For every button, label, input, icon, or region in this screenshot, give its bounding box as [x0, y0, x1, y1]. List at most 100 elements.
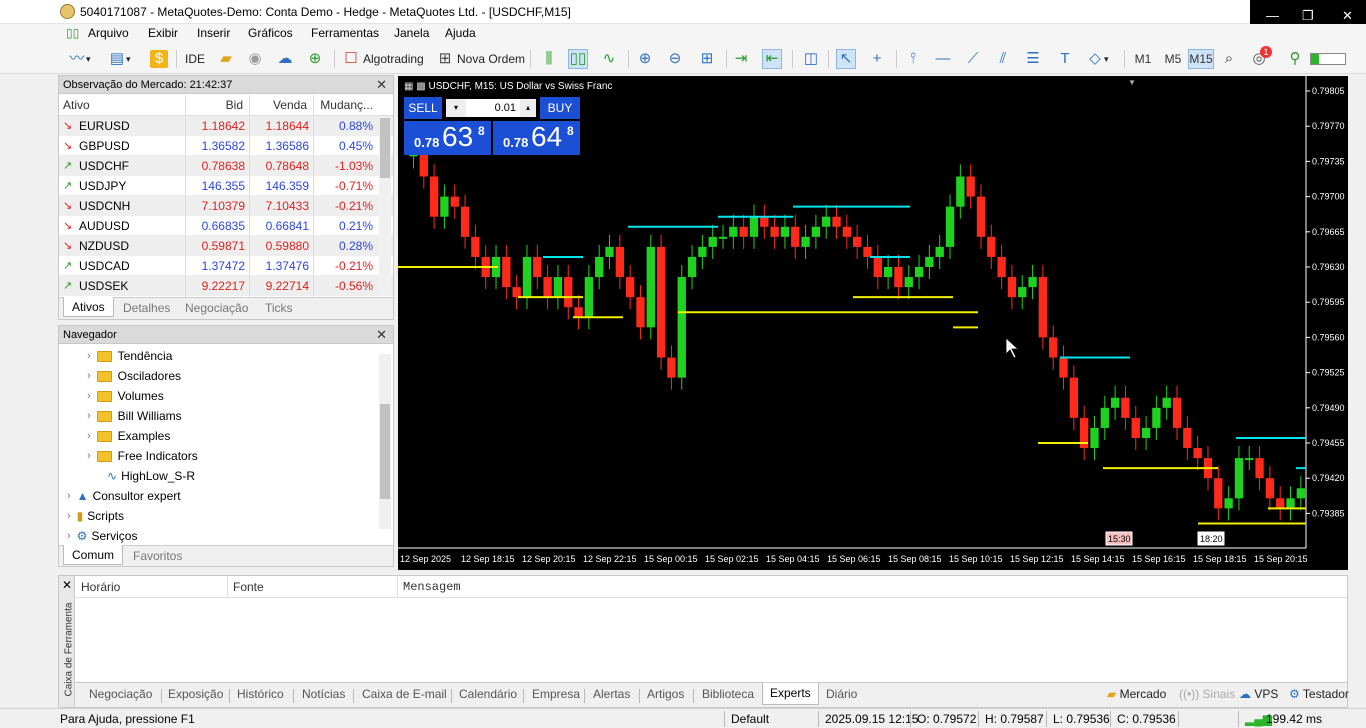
market-row[interactable]: ↗ USDCHF 0.78638 0.78648 -1.03%	[59, 156, 393, 176]
zoom-in-button[interactable]: ⊕	[636, 49, 654, 69]
sell-button[interactable]: SELL	[404, 97, 442, 119]
navigator-item[interactable]: › ▮ Scripts	[67, 509, 124, 523]
market-watch-scrollbar[interactable]	[379, 118, 391, 293]
app-menu-icon[interactable]: ▯▯	[66, 26, 80, 40]
vps-link[interactable]: ☁ VPS	[1239, 687, 1279, 701]
signals-button[interactable]: ◉	[246, 49, 264, 69]
column-mensagem[interactable]: Mensagem	[403, 580, 461, 594]
notifications-button[interactable]: ◎ 1	[1250, 46, 1272, 69]
horizontal-line-button[interactable]: —	[934, 49, 952, 69]
navigator-item[interactable]: › Bill Williams	[87, 409, 182, 423]
menu-ajuda[interactable]: Ajuda	[445, 26, 476, 40]
algotrading-button[interactable]: ☐ Algotrading	[342, 49, 423, 69]
tab-biblioteca[interactable]: Biblioteca	[702, 687, 755, 701]
timeframe-m5[interactable]: M5	[1164, 52, 1182, 66]
minimize-icon[interactable]: —	[1266, 8, 1279, 23]
market-button[interactable]: $	[150, 49, 168, 69]
navigator-item[interactable]: › Osciladores	[87, 369, 182, 383]
navigator-item[interactable]: › ▲ Consultor expert	[67, 489, 181, 503]
menu-exibir[interactable]: Exibir	[148, 26, 179, 40]
buy-price-box[interactable]: 0.78 64 8	[493, 121, 580, 155]
timeframe-m15[interactable]: M15	[1188, 49, 1214, 69]
vps-button[interactable]: ☁	[276, 49, 294, 69]
tile-button[interactable]: ⊞	[698, 49, 716, 69]
tab-exposicao[interactable]: Exposição	[168, 687, 224, 701]
menu-inserir[interactable]: Inserir	[197, 26, 231, 40]
market-row[interactable]: ↘ GBPUSD 1.36582 1.36586 0.45%	[59, 136, 393, 156]
tab-ticks[interactable]: Ticks	[265, 301, 293, 315]
market-row[interactable]: ↘ NZDUSD 0.59871 0.59880 0.28%	[59, 236, 393, 256]
menu-arquivo[interactable]: Arquivo	[88, 26, 129, 40]
ide-button[interactable]: IDE	[185, 52, 206, 66]
volume-increase-button[interactable]: ▴	[520, 99, 536, 117]
market-row[interactable]: ↗ USDJPY 146.355 146.359 -0.71%	[59, 176, 393, 196]
autoscroll-button[interactable]: ⇥	[732, 49, 750, 69]
tab-favoritos[interactable]: Favoritos	[133, 549, 183, 563]
fibonacci-button[interactable]: ☰	[1024, 49, 1042, 69]
chart-type-button[interactable]: 〰 ▾	[69, 50, 91, 67]
search-button[interactable]: ⌕	[1220, 49, 1238, 69]
market-row[interactable]: ↘ EURUSD 1.18642 1.18644 0.88%	[59, 116, 393, 136]
buy-button[interactable]: BUY	[540, 97, 580, 119]
testador-link[interactable]: ⚙ Testador	[1289, 687, 1349, 701]
navigator-item[interactable]: › Free Indicators	[87, 449, 198, 463]
profile-name[interactable]: Default	[731, 712, 770, 726]
market-row[interactable]: ↗ USDCAD 1.37472 1.37476 -0.21%	[59, 256, 393, 276]
tab-calendario[interactable]: Calendário	[459, 687, 518, 701]
menu-graficos[interactable]: Gráficos	[248, 26, 293, 40]
sinais-link[interactable]: ((•)) Sinais	[1179, 687, 1236, 701]
sell-price-box[interactable]: 0.78 63 8	[404, 121, 491, 155]
restore-icon[interactable]: ❐	[1302, 8, 1314, 23]
close-icon[interactable]: ✕	[62, 578, 73, 592]
tab-detalhes[interactable]: Detalhes	[123, 301, 171, 315]
vertical-line-button[interactable]: ⫯	[904, 49, 922, 69]
screenshot-button[interactable]: ◫	[802, 49, 820, 69]
text-button[interactable]: T	[1056, 49, 1074, 69]
chart-shift-button[interactable]: ⇤	[762, 49, 782, 69]
channel-button[interactable]: ⫽	[994, 49, 1012, 69]
crosshair-button[interactable]: +	[868, 49, 886, 69]
tab-noticias[interactable]: Notícias	[302, 687, 346, 701]
tab-historico[interactable]: Histórico	[237, 687, 284, 701]
templates-button[interactable]: ▤ ▾	[109, 50, 131, 67]
mercado-link[interactable]: ▰ Mercado	[1107, 687, 1167, 701]
price-chart[interactable]: 0.79805 0.79770 0.79735 0.79700 0.79665 0.796…	[398, 76, 1348, 570]
navigator-item[interactable]: › ⚙ Serviços	[67, 529, 138, 543]
candlestick-button[interactable]: ▯▯	[568, 49, 588, 69]
shapes-button[interactable]: ◇ ▾	[1086, 49, 1108, 69]
tab-artigos[interactable]: Artigos	[647, 687, 685, 701]
column-venda[interactable]: Venda	[272, 98, 307, 112]
volume-input[interactable]: 0.01	[466, 99, 520, 117]
candlestick-chart[interactable]: 0.79805 0.79770 0.79735 0.79700 0.79665 0.796…	[398, 76, 1348, 570]
timeframe-m1[interactable]: M1	[1134, 52, 1152, 66]
navigator-item[interactable]: › Volumes	[87, 389, 164, 403]
nova-ordem-button[interactable]: ⊞ Nova Ordem	[436, 49, 525, 69]
tab-comum[interactable]: Comum	[63, 545, 124, 565]
column-mudanca[interactable]: Mudanç...	[320, 98, 373, 112]
market-row[interactable]: ↗ USDSEK 9.22217 9.22714 -0.56%	[59, 276, 393, 296]
navigator-item[interactable]: ∿ HighLow_S-R	[107, 469, 196, 483]
column-fonte[interactable]: Fonte	[233, 580, 264, 594]
shopping-bag-button[interactable]: ▰	[217, 49, 235, 69]
navigator-item[interactable]: › Examples	[87, 429, 171, 443]
tab-empresa[interactable]: Empresa	[532, 687, 581, 701]
navigator-item[interactable]: › Tendência	[87, 349, 173, 363]
tab-negociacao[interactable]: Negociação	[185, 301, 249, 315]
menu-ferramentas[interactable]: Ferramentas	[311, 26, 380, 40]
tab-diario[interactable]: Diário	[826, 687, 858, 701]
market-row[interactable]: ↘ AUDUSD 0.66835 0.66841 0.21%	[59, 216, 393, 236]
tab-caixa-email[interactable]: Caixa de E-mail	[362, 687, 447, 701]
close-window-icon[interactable]: ✕	[1342, 8, 1353, 23]
navigator-scrollbar[interactable]	[379, 354, 391, 529]
signal-strength-button[interactable]: ⚲	[1286, 49, 1304, 69]
tab-experts[interactable]: Experts	[762, 683, 819, 705]
market-row[interactable]: ↘ USDCNH 7.10379 7.10433 -0.21%	[59, 196, 393, 216]
trendline-button[interactable]: ⟋	[964, 49, 982, 69]
column-bid[interactable]: Bid	[225, 98, 243, 112]
close-icon[interactable]: ✕	[376, 77, 387, 92]
zoom-out-button[interactable]: ⊖	[666, 49, 684, 69]
column-horario[interactable]: Horário	[81, 580, 121, 594]
tab-alertas[interactable]: Alertas	[593, 687, 631, 701]
tab-ativos[interactable]: Ativos	[63, 297, 114, 317]
close-icon[interactable]: ✕	[376, 327, 387, 342]
